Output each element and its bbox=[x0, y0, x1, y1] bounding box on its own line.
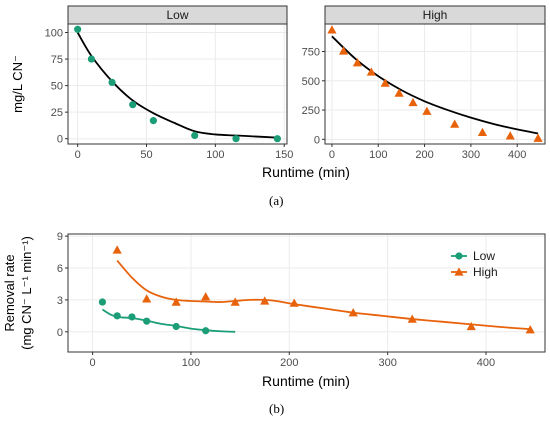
a-high-y-tick-label: 250 bbox=[302, 105, 320, 117]
a-high-y-tick-label: 500 bbox=[302, 76, 320, 88]
a-high-data-point bbox=[366, 67, 376, 76]
a-x-axis-title: Runtime (min) bbox=[262, 164, 350, 180]
a-high-x-tick-label: 0 bbox=[329, 149, 335, 161]
a-low-y-tick-label: 75 bbox=[51, 54, 63, 66]
b-y-tick-label: 6 bbox=[57, 263, 63, 275]
b-x-tick-label: 0 bbox=[90, 357, 96, 369]
b-x-axis-title: Runtime (min) bbox=[262, 373, 350, 389]
b-low-data-point bbox=[172, 322, 180, 331]
b-legend-high-swatch-marker bbox=[454, 267, 464, 276]
a-high-data-point bbox=[533, 133, 543, 142]
a-high-y-tick-label: 750 bbox=[302, 47, 320, 59]
a-high-data-point bbox=[327, 25, 337, 34]
b-x-tick-label: 200 bbox=[280, 357, 298, 369]
a-high-x-tick-label: 400 bbox=[508, 149, 526, 161]
b-low-data-point bbox=[202, 327, 210, 335]
a-low-x-tick-label: 0 bbox=[75, 149, 81, 161]
b-y-tick-label: 0 bbox=[57, 327, 63, 339]
b-low-data-point bbox=[113, 312, 121, 320]
b-panel-border bbox=[67, 233, 546, 353]
a-low-data-point bbox=[129, 101, 137, 109]
a-high-strip-label: High bbox=[423, 8, 448, 22]
b-legend-low-label: Low bbox=[473, 249, 495, 263]
b-x-tick-label: 100 bbox=[182, 357, 200, 369]
b-panel-bg bbox=[68, 234, 545, 352]
a-high-panel-border bbox=[324, 23, 546, 145]
a-high-data-point bbox=[380, 78, 390, 87]
b-high-data-point bbox=[466, 321, 476, 331]
a-low-y-tick-label: 25 bbox=[51, 107, 63, 119]
caption-b: (b) bbox=[269, 401, 285, 416]
a-low-x-tick-label: 150 bbox=[275, 149, 293, 161]
b-y-tick-label: 3 bbox=[57, 295, 63, 307]
b-low-data-point bbox=[98, 298, 107, 306]
b-legend-low-swatch-marker bbox=[455, 252, 463, 260]
a-low-x-tick-label: 50 bbox=[140, 149, 152, 161]
b-high-data-point bbox=[201, 292, 211, 301]
a-low-y-tick-label: 100 bbox=[45, 27, 63, 39]
a-low-x-tick-label: 100 bbox=[206, 149, 224, 161]
a-high-panel-bg bbox=[325, 24, 545, 144]
b-high-data-point bbox=[289, 298, 299, 307]
a-high-data-point bbox=[394, 88, 404, 97]
a-high-y-tick-label: 0 bbox=[314, 134, 320, 146]
a-low-fit-line bbox=[76, 32, 278, 139]
a-high-x-tick-label: 300 bbox=[462, 149, 480, 161]
b-high-data-point bbox=[112, 245, 122, 254]
a-high-data-point bbox=[408, 97, 418, 107]
a-low-panel-bg bbox=[68, 24, 287, 144]
a-high-data-point bbox=[338, 46, 349, 55]
a-low-data-point bbox=[273, 135, 281, 143]
a-low-panel-border bbox=[67, 23, 288, 145]
a-low-y-tick-label: 50 bbox=[51, 81, 63, 93]
b-x-tick-label: 400 bbox=[477, 357, 495, 369]
a-high-fit-line bbox=[331, 35, 539, 135]
a-low-data-point bbox=[87, 55, 96, 63]
a-low-data-point bbox=[74, 25, 82, 33]
b-low-data-point bbox=[143, 317, 151, 325]
b-high-data-point bbox=[348, 308, 358, 317]
a-high-data-point bbox=[505, 131, 515, 140]
b-high-data-point bbox=[142, 294, 152, 303]
caption-a: (a) bbox=[269, 193, 284, 208]
b-high-data-point bbox=[407, 314, 417, 323]
a-high-x-tick-label: 100 bbox=[369, 149, 387, 161]
b-y-axis-title-line: Removal rate bbox=[2, 254, 17, 331]
a-high-data-point bbox=[352, 58, 363, 67]
b-y-axis-title-line: (mg CN⁻ L⁻¹ min⁻¹) bbox=[19, 236, 34, 350]
a-low-y-tick-label: 0 bbox=[57, 134, 63, 146]
a-y-axis-title: mg/L CN⁻ bbox=[10, 55, 25, 113]
b-high-data-point bbox=[171, 297, 181, 306]
a-high-data-point bbox=[422, 106, 432, 115]
b-high-data-point bbox=[525, 325, 535, 334]
b-high-data-point bbox=[260, 296, 270, 305]
a-high-data-point bbox=[450, 119, 460, 128]
a-high-data-point bbox=[477, 127, 488, 136]
b-high-data-point bbox=[230, 297, 240, 306]
a-low-data-point bbox=[108, 78, 116, 87]
a-low-data-point bbox=[149, 117, 157, 125]
a-high-x-tick-label: 200 bbox=[415, 149, 433, 161]
b-low-data-point bbox=[128, 313, 136, 321]
b-y-tick-label: 9 bbox=[57, 231, 63, 243]
a-low-data-point bbox=[232, 135, 240, 143]
a-low-data-point bbox=[191, 131, 199, 140]
b-x-tick-label: 300 bbox=[378, 357, 396, 369]
b-legend-high-label: High bbox=[473, 265, 498, 279]
a-low-strip-label: Low bbox=[166, 8, 188, 22]
